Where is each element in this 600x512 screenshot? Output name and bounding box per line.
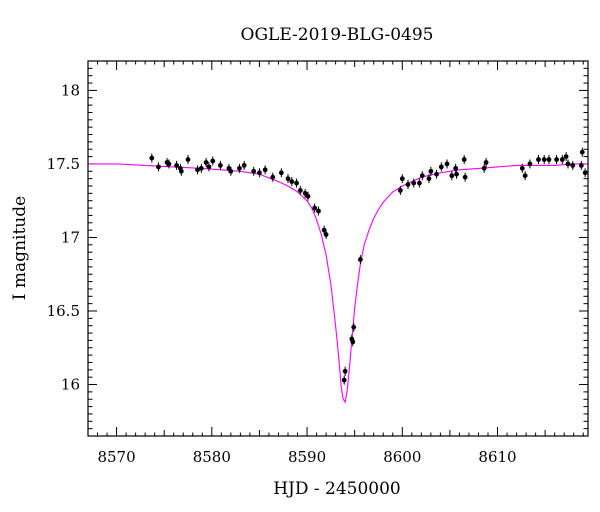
data-point (156, 164, 161, 170)
data-point (178, 168, 184, 174)
data-point (316, 208, 321, 214)
data-point (405, 182, 411, 187)
data-point (185, 157, 191, 162)
data-point (270, 174, 276, 180)
y-tick-label: 17.5 (47, 155, 80, 173)
data-point (312, 205, 318, 211)
data-point (449, 173, 455, 179)
y-axis-label: I magnitude (10, 196, 30, 300)
data-point (166, 161, 172, 167)
data-point (438, 164, 444, 170)
data-point (351, 324, 357, 330)
x-tick-label: 8600 (383, 448, 421, 466)
data-point (323, 232, 329, 237)
data-point (454, 171, 459, 177)
data-point (417, 180, 422, 186)
x-tick-label: 8610 (478, 448, 516, 466)
data-point (342, 368, 348, 374)
points-layer (149, 147, 588, 385)
data-point (453, 165, 459, 171)
data-point (217, 163, 223, 168)
data-point (546, 157, 552, 162)
data-point (579, 149, 585, 155)
data-point (357, 257, 363, 262)
data-point (297, 188, 303, 193)
ticks-layer: 8570 8580 8590 8600 8610 16 16.5 17 17.5 18 (47, 60, 588, 466)
data-point (565, 161, 571, 167)
x-axis-label: HJD - 2450000 (273, 479, 401, 499)
data-point (419, 173, 425, 179)
data-point (541, 157, 547, 162)
data-point (241, 163, 247, 168)
chart-title: OGLE-2019-BLG-0495 (241, 25, 434, 45)
plot-frame (87, 60, 589, 437)
data-point (198, 165, 204, 171)
data-point (563, 154, 569, 159)
data-point (149, 155, 155, 161)
y-tick-label: 17 (61, 228, 80, 246)
data-point (341, 377, 347, 383)
x-tick-label: 8580 (193, 448, 231, 466)
data-point (578, 163, 584, 168)
data-point (483, 160, 489, 165)
data-point (289, 179, 295, 184)
x-tick-label: 8590 (288, 448, 326, 466)
data-point (536, 157, 541, 162)
y-tick-label: 18 (61, 81, 80, 99)
data-point (195, 167, 200, 173)
data-point (428, 168, 434, 174)
data-point (321, 227, 327, 233)
model-curve (88, 163, 588, 404)
data-point (257, 170, 262, 176)
data-point (305, 193, 311, 199)
data-point (527, 161, 533, 167)
data-point (411, 180, 417, 186)
data-point (481, 165, 487, 171)
data-point (399, 176, 405, 182)
data-point (582, 170, 588, 176)
data-point (294, 180, 299, 186)
data-point (350, 339, 356, 345)
model-layer (88, 163, 588, 404)
data-point (519, 165, 525, 171)
data-point (278, 170, 284, 176)
y-tick-label: 16 (61, 376, 80, 394)
data-point (285, 176, 291, 182)
data-point (462, 174, 468, 180)
x-tick-label: 8570 (97, 448, 135, 466)
data-point (554, 157, 559, 162)
data-point (206, 164, 212, 170)
data-point (203, 160, 209, 165)
data-point (461, 157, 467, 162)
data-point (444, 161, 450, 167)
data-point (522, 173, 528, 179)
data-point (237, 165, 242, 171)
data-point (426, 176, 432, 182)
data-point (570, 163, 576, 168)
data-point (397, 188, 403, 193)
data-point (262, 167, 268, 173)
data-point (251, 168, 257, 174)
data-point (228, 168, 234, 174)
data-point (434, 171, 439, 177)
data-point (210, 158, 216, 164)
data-point (559, 157, 565, 162)
data-point (174, 163, 179, 168)
y-tick-label: 16.5 (47, 302, 80, 320)
data-point (302, 190, 308, 196)
